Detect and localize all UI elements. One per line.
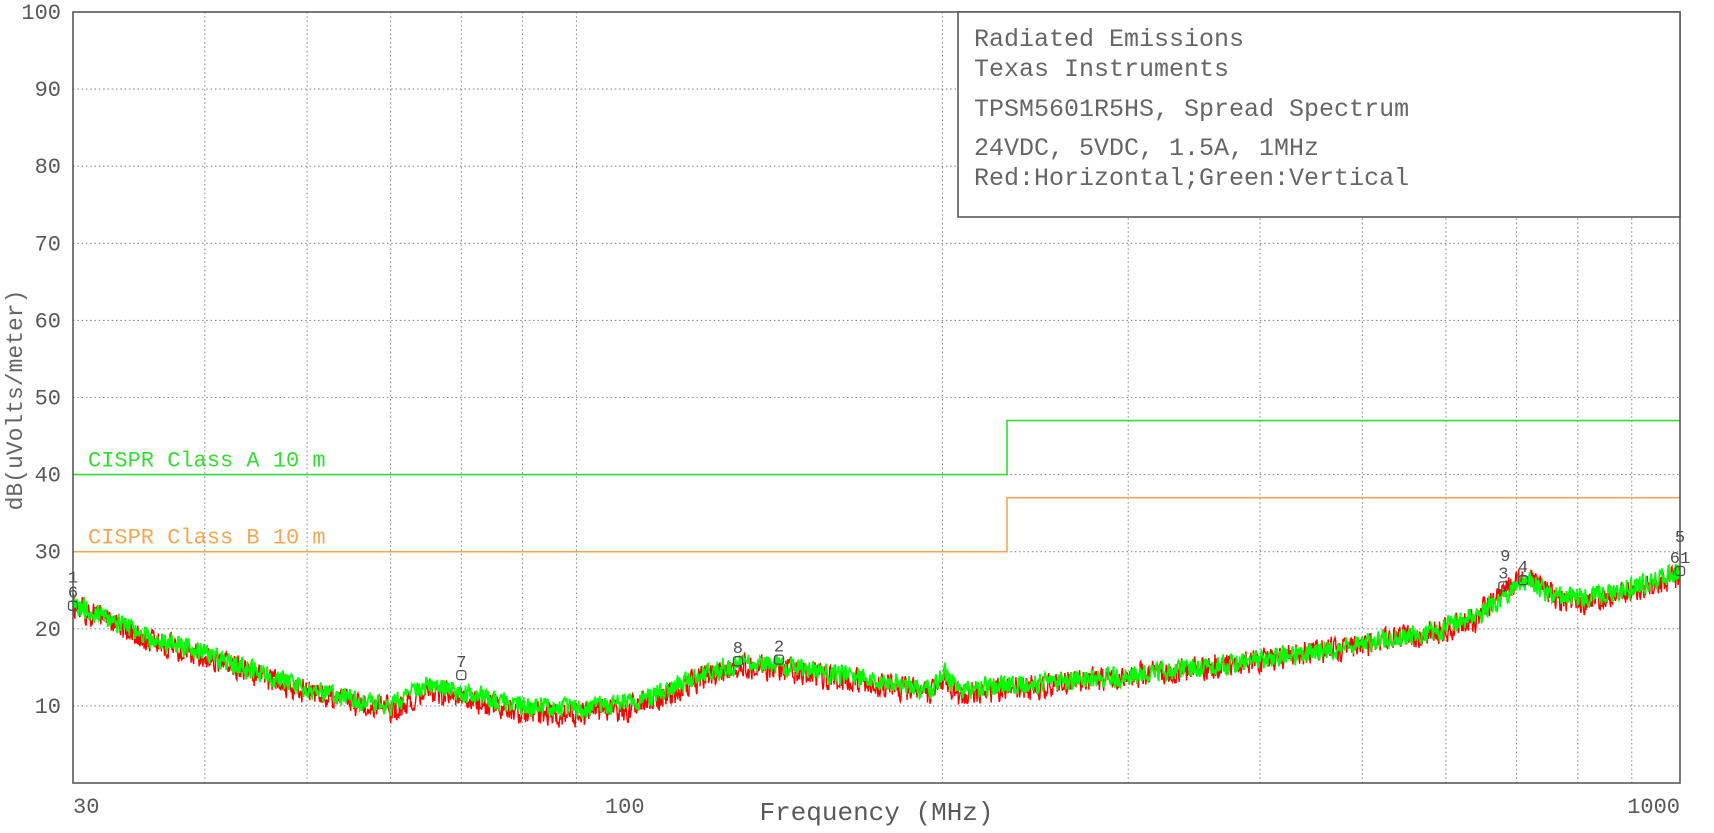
svg-text:Red:Horizontal;Green:Vertical: Red:Horizontal;Green:Vertical [974,164,1409,193]
svg-text:40: 40 [35,464,61,489]
svg-text:Texas Instruments: Texas Instruments [974,55,1229,84]
svg-text:20: 20 [35,618,61,643]
svg-text:Radiated Emissions: Radiated Emissions [974,25,1244,54]
svg-text:3: 3 [1498,565,1508,584]
svg-text:Frequency (MHz): Frequency (MHz) [759,798,993,828]
svg-text:5: 5 [1675,529,1685,548]
svg-text:60: 60 [35,309,61,334]
svg-text:30: 30 [73,795,99,820]
svg-text:80: 80 [35,155,61,180]
svg-text:100: 100 [21,1,61,26]
svg-text:7: 7 [456,654,466,673]
svg-text:10: 10 [35,695,61,720]
svg-text:50: 50 [35,387,61,412]
svg-text:TPSM5601R5HS, Spread Spectrum: TPSM5601R5HS, Spread Spectrum [974,95,1409,124]
svg-text:4: 4 [1518,559,1528,578]
svg-text:30: 30 [35,541,61,566]
svg-text:dB(uVolts/meter): dB(uVolts/meter) [3,290,29,511]
svg-text:100: 100 [605,795,645,820]
svg-text:CISPR Class B 10 m: CISPR Class B 10 m [88,526,326,551]
svg-text:24VDC, 5VDC, 1.5A, 1MHz: 24VDC, 5VDC, 1.5A, 1MHz [974,134,1319,163]
svg-text:70: 70 [35,232,61,257]
svg-text:1000: 1000 [1627,795,1680,820]
svg-text:CISPR Class A 10 m: CISPR Class A 10 m [88,449,326,474]
svg-text:2: 2 [774,639,784,658]
svg-text:8: 8 [733,640,743,659]
svg-text:90: 90 [35,78,61,103]
svg-text:9: 9 [1500,548,1510,567]
svg-text:61: 61 [1670,550,1690,569]
svg-text:1: 1 [68,570,78,589]
